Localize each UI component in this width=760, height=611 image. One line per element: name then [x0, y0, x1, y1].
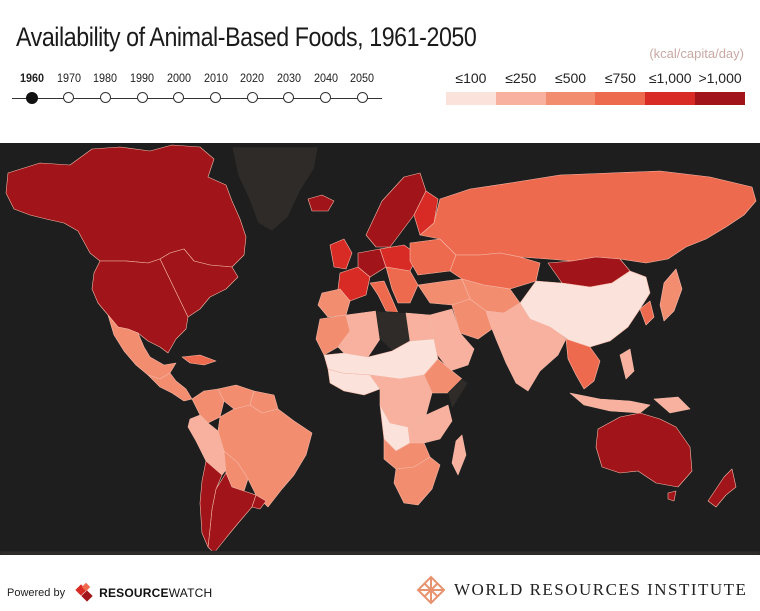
timeline-year-label: 2000 [166, 71, 191, 85]
map-svg[interactable] [0, 143, 760, 555]
timeline-dot[interactable] [356, 92, 368, 103]
timeline-dot[interactable] [26, 92, 38, 104]
usa[interactable] [91, 258, 189, 354]
madagascar[interactable] [451, 434, 467, 476]
legend-swatch[interactable] [545, 92, 596, 105]
new-zealand[interactable] [707, 468, 737, 508]
legend-label: ≤1,000 [648, 70, 692, 86]
timeline-year-label: 2040 [313, 71, 338, 85]
timeline-year-label: 1960 [19, 71, 45, 85]
timeline-year-label: 1970 [56, 71, 81, 85]
australia[interactable] [595, 412, 693, 488]
legend-labels: ≤100 ≤250 ≤500 ≤750 ≤1,000 >1,000 [446, 70, 745, 90]
resourcewatch-logo[interactable]: RESOURCEWATCH [73, 582, 212, 604]
resourcewatch-icon [75, 582, 93, 602]
map-title: Availability of Animal-Based Foods, 1961… [16, 22, 477, 52]
wri-name: WORLD RESOURCES INSTITUTE [454, 580, 748, 599]
timeline-dot[interactable] [283, 92, 295, 103]
powered-by: Powered by RESOURCEWATCH [7, 582, 212, 604]
legend-swatch[interactable] [645, 92, 696, 105]
timeline-year-2050[interactable]: 2050 [342, 70, 382, 103]
timeline-year-2000[interactable]: 2000 [159, 70, 199, 103]
turkey-caucasus[interactable] [417, 278, 471, 306]
finland[interactable] [413, 190, 439, 236]
legend-swatches [446, 92, 745, 105]
southeast-asia-mainland[interactable] [565, 338, 601, 390]
balkans[interactable] [385, 266, 419, 304]
somalia[interactable] [447, 378, 469, 410]
legend-label: >1,000 [698, 70, 742, 86]
timeline-track [12, 98, 382, 99]
timeline-dot[interactable] [246, 92, 258, 103]
timeline-year-label: 2010 [203, 71, 228, 85]
timeline-year-2030[interactable]: 2030 [269, 70, 309, 103]
legend-label: ≤750 [604, 70, 636, 86]
china[interactable] [519, 270, 651, 348]
units-label: (kcal/capita/day) [649, 46, 744, 61]
tasmania[interactable] [667, 490, 677, 502]
resourcewatch-name-light: WATCH [168, 586, 213, 600]
wri-icon [416, 575, 446, 605]
legend-swatch[interactable] [695, 92, 745, 105]
iceland[interactable] [307, 194, 335, 212]
world-map[interactable] [0, 143, 760, 555]
legend-swatch[interactable] [446, 92, 496, 105]
timeline-dot[interactable] [210, 92, 221, 103]
timeline-year-label: 1980 [93, 71, 118, 85]
korea[interactable] [639, 300, 655, 326]
cuba[interactable] [181, 354, 217, 366]
year-timeline: 1960 1970 1980 1990 2000 2010 2020 2030 2040 2050 [12, 70, 382, 114]
central-america[interactable] [147, 372, 193, 402]
antarctic-edge[interactable] [0, 550, 760, 555]
timeline-year-1980[interactable]: 1980 [85, 70, 125, 103]
uk-ireland[interactable] [329, 238, 353, 270]
west-africa[interactable] [327, 368, 381, 396]
legend: ≤100 ≤250 ≤500 ≤750 ≤1,000 >1,000 [446, 70, 745, 105]
legend-label: ≤500 [555, 70, 587, 86]
legend-label: ≤250 [505, 70, 537, 86]
indonesia[interactable] [569, 392, 651, 414]
timeline-year-label: 2020 [240, 71, 265, 85]
papua[interactable] [653, 396, 691, 414]
chile[interactable] [199, 460, 223, 548]
timeline-dot[interactable] [173, 92, 185, 103]
timeline-year-label: 1990 [130, 71, 155, 85]
timeline-dot[interactable] [99, 92, 111, 103]
resourcewatch-name: RESOURCEWATCH [99, 586, 212, 600]
footer: Powered by RESOURCEWATCH WORLD RESOURCES… [0, 555, 760, 611]
russia[interactable] [419, 170, 757, 264]
timeline-year-2010[interactable]: 2010 [196, 70, 236, 103]
uruguay[interactable] [251, 494, 267, 510]
egypt[interactable] [405, 312, 435, 342]
resourcewatch-name-bold: RESOURCE [99, 586, 169, 600]
east-africa[interactable] [407, 404, 453, 444]
japan[interactable] [659, 268, 683, 322]
mexico[interactable] [107, 314, 177, 380]
wri-logo[interactable]: WORLD RESOURCES INSTITUTE [416, 575, 747, 605]
timeline-year-1990[interactable]: 1990 [122, 70, 162, 103]
timeline-year-1960[interactable]: 1960 [12, 70, 52, 104]
timeline-year-label: 2030 [276, 71, 301, 85]
germany-benelux[interactable] [357, 248, 387, 278]
greenland[interactable] [231, 146, 319, 232]
india[interactable] [495, 318, 567, 392]
timeline-dot[interactable] [320, 92, 332, 103]
timeline-year-2020[interactable]: 2020 [232, 70, 272, 103]
powered-by-label: Powered by [7, 587, 66, 599]
southern-africa[interactable] [393, 456, 441, 506]
legend-swatch[interactable] [595, 92, 646, 105]
legend-label: ≤100 [455, 70, 487, 86]
philippines[interactable] [619, 348, 635, 380]
canada[interactable] [5, 144, 247, 268]
timeline-year-2040[interactable]: 2040 [306, 70, 346, 103]
canada-hudson-shore[interactable] [159, 248, 239, 318]
timeline-year-label: 2050 [350, 71, 375, 85]
timeline-year-1970[interactable]: 1970 [49, 70, 89, 103]
legend-swatch[interactable] [495, 92, 546, 105]
timeline-dot[interactable] [136, 92, 148, 103]
timeline-dot[interactable] [63, 92, 75, 103]
